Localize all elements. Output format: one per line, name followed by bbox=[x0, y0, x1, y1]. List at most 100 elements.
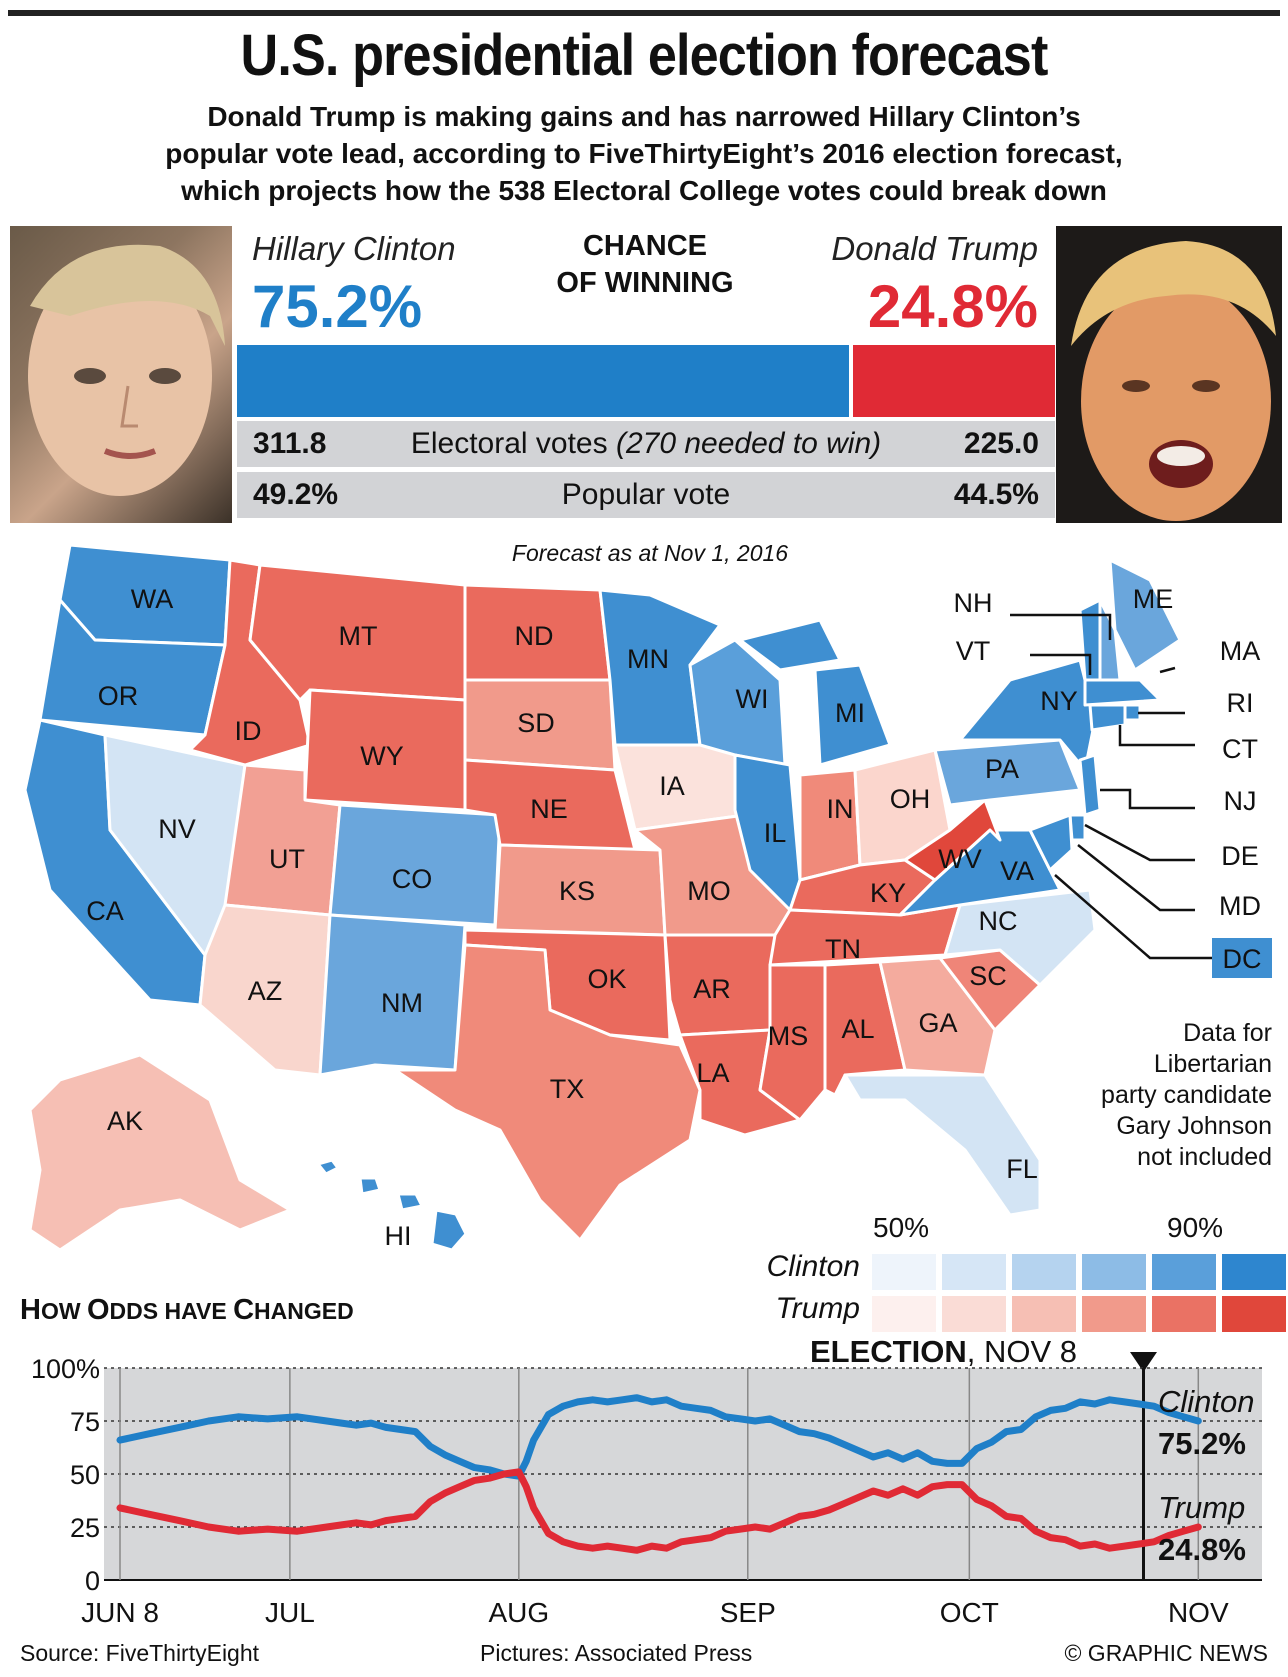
odds-title-part: O bbox=[86, 1294, 110, 1326]
legend-trump-swatch bbox=[1082, 1296, 1146, 1332]
state-MI bbox=[738, 618, 892, 767]
label-LA: LA bbox=[696, 1058, 729, 1088]
y-tick-label: 100% bbox=[31, 1354, 100, 1384]
state-GA bbox=[878, 956, 997, 1077]
note-line: Data for bbox=[1183, 1019, 1272, 1047]
label-HI: HI bbox=[385, 1221, 412, 1251]
state-FL bbox=[843, 1073, 1042, 1217]
legend-clinton-label: Clinton bbox=[766, 1250, 860, 1283]
chance-heading: CHANCE OF WINNING bbox=[530, 228, 760, 302]
label-VT: VT bbox=[956, 636, 991, 666]
subtitle-line: popular vote lead, according to FiveThir… bbox=[165, 138, 1123, 169]
election-date: , NOV 8 bbox=[966, 1334, 1077, 1369]
clinton-chance-bar bbox=[237, 345, 849, 417]
label-NJ: NJ bbox=[1224, 786, 1257, 816]
odds-title-part: DDS HAVE bbox=[109, 1298, 234, 1324]
series-line-trump bbox=[116, 1468, 1202, 1554]
label-VA: VA bbox=[1000, 856, 1034, 886]
state-AK bbox=[28, 1053, 292, 1252]
label-ND: ND bbox=[515, 621, 554, 651]
label-NY: NY bbox=[1040, 686, 1078, 716]
trump-chance: 24.8% bbox=[867, 273, 1038, 340]
chance-line: CHANCE bbox=[582, 230, 708, 262]
y-tick-label: 50 bbox=[70, 1460, 100, 1490]
label-AL: AL bbox=[841, 1014, 874, 1044]
label-MA: MA bbox=[1220, 636, 1261, 666]
trump-chance-bar bbox=[853, 345, 1055, 417]
legend-trump-swatches bbox=[872, 1296, 1286, 1332]
chance-line: OF WINNING bbox=[556, 267, 734, 299]
y-tick-label: 75 bbox=[70, 1407, 100, 1437]
label-NV: NV bbox=[158, 814, 196, 844]
label-SD: SD bbox=[517, 708, 555, 738]
legend-clinton-swatch bbox=[942, 1254, 1006, 1290]
election-bold: ELECTION bbox=[810, 1334, 967, 1369]
label-UT: UT bbox=[269, 844, 305, 874]
legend-trump-swatch bbox=[872, 1296, 936, 1332]
trump-photo bbox=[1056, 226, 1282, 523]
label-CT: CT bbox=[1222, 734, 1258, 764]
x-tick-label: NOV bbox=[1168, 1597, 1229, 1628]
label-MN: MN bbox=[627, 644, 669, 674]
x-tick-label: OCT bbox=[940, 1597, 999, 1628]
state-MD bbox=[1028, 813, 1074, 872]
label-WV: WV bbox=[938, 844, 982, 874]
label-IA: IA bbox=[659, 771, 685, 801]
label-AK: AK bbox=[107, 1106, 143, 1136]
trump-end-value: 24.8% bbox=[1158, 1532, 1246, 1567]
label-SC: SC bbox=[969, 961, 1007, 991]
libertarian-note: Data for Libertarian party candidate Gar… bbox=[1040, 1018, 1272, 1173]
clinton-electoral-votes: 311.8 bbox=[253, 427, 327, 460]
state-CT bbox=[1088, 703, 1127, 732]
trump-electoral-votes: 225.0 bbox=[963, 427, 1039, 460]
label-IN: IN bbox=[827, 794, 854, 824]
legend-clinton-swatch bbox=[1082, 1254, 1146, 1290]
label-FL: FL bbox=[1006, 1154, 1038, 1184]
legend-clinton-swatch bbox=[1012, 1254, 1076, 1290]
electoral-votes-label: Electoral votes (270 needed to win) bbox=[237, 427, 1055, 461]
note-line: party candidate bbox=[1101, 1081, 1272, 1109]
label-CA: CA bbox=[86, 896, 124, 926]
subtitle-line: Donald Trump is making gains and has nar… bbox=[207, 101, 1081, 132]
legend-clinton-swatch bbox=[872, 1254, 936, 1290]
label-WI: WI bbox=[736, 684, 769, 714]
label-MS: MS bbox=[768, 1021, 809, 1051]
clinton-chance: 75.2% bbox=[252, 273, 423, 340]
subtitle: Donald Trump is making gains and has nar… bbox=[20, 98, 1268, 209]
label-OK: OK bbox=[587, 964, 626, 994]
clinton-name: Hillary Clinton bbox=[252, 230, 456, 267]
label-NE: NE bbox=[530, 794, 568, 824]
series-line-clinton bbox=[116, 1394, 1202, 1480]
state-MA bbox=[1083, 678, 1162, 707]
y-tick-label: 25 bbox=[70, 1513, 100, 1543]
label-DE: DE bbox=[1221, 841, 1259, 871]
label-WY: WY bbox=[360, 741, 404, 771]
legend-low: 50% bbox=[873, 1212, 930, 1243]
popular-vote-label: Popular vote bbox=[561, 478, 731, 511]
legend-trump-swatch bbox=[1012, 1296, 1076, 1332]
label-ID: ID bbox=[235, 716, 262, 746]
popular-vote-row: 49.2% Popular vote 44.5% bbox=[237, 472, 1055, 518]
legend-trump-swatch bbox=[1152, 1296, 1216, 1332]
odds-title: HOW ODDS HAVE CHANGED bbox=[20, 1294, 354, 1327]
y-tick-label: 0 bbox=[85, 1566, 100, 1596]
odds-title-part: C bbox=[233, 1294, 255, 1326]
x-tick-label: JUL bbox=[265, 1597, 315, 1628]
label-MT: MT bbox=[339, 621, 378, 651]
clinton-photo bbox=[10, 226, 232, 523]
forecast-date: Forecast as at Nov 1, 2016 bbox=[511, 540, 789, 566]
legend-trump-swatch bbox=[1222, 1296, 1286, 1332]
label-PA: PA bbox=[985, 754, 1019, 784]
subtitle-line: which projects how the 538 Electoral Col… bbox=[181, 175, 1107, 206]
x-tick-label: SEP bbox=[720, 1597, 776, 1628]
election-marker bbox=[1130, 1352, 1157, 1372]
odds-title-part: OW bbox=[40, 1298, 87, 1324]
odds-title-part: HANGED bbox=[254, 1298, 354, 1324]
note-line: Gary Johnson bbox=[1116, 1112, 1272, 1140]
graphic-news-credit: © GRAPHIC NEWS bbox=[1064, 1640, 1268, 1666]
legend-trump-swatch bbox=[942, 1296, 1006, 1332]
state-DC bbox=[1212, 938, 1272, 978]
top-rule bbox=[8, 10, 1280, 16]
x-tick-label: AUG bbox=[488, 1597, 549, 1628]
state-NJ bbox=[1078, 753, 1102, 817]
